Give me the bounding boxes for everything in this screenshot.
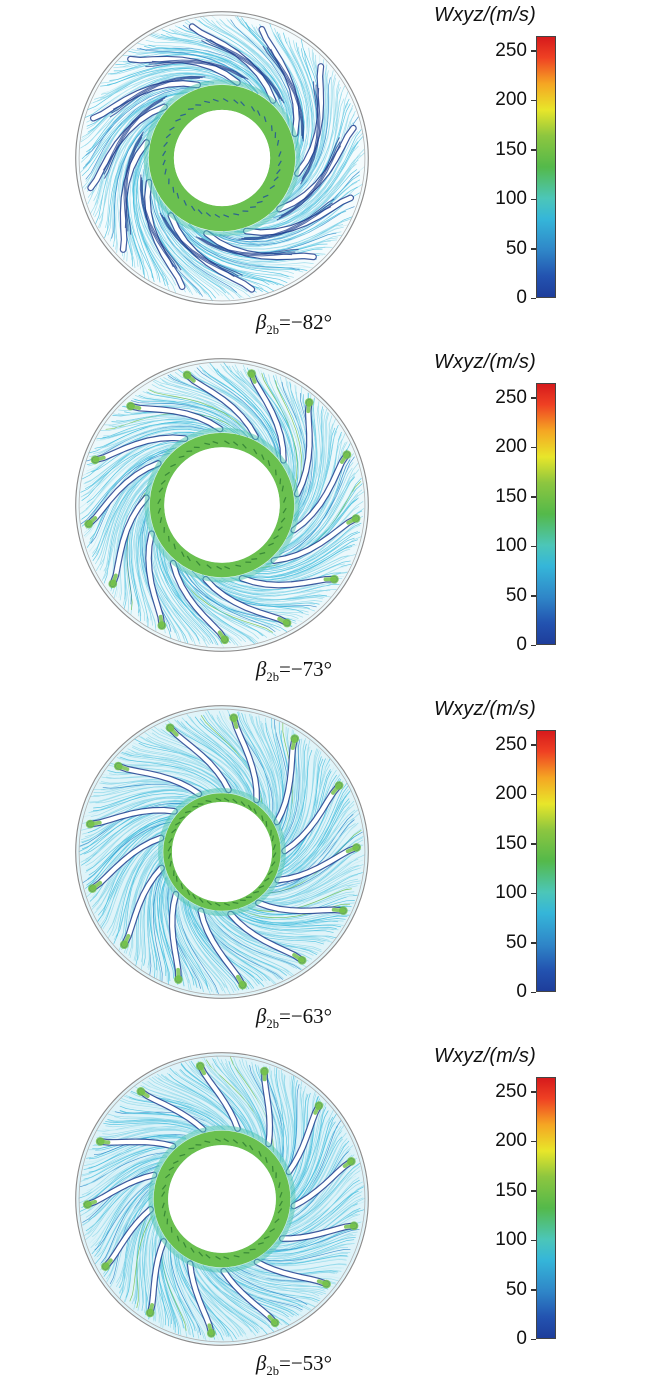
colorbar-tick-label: 50 [505,584,527,606]
colorbar-tick-mark [531,595,536,597]
colorbar-tick-mark [531,1338,536,1340]
plot-wrap [68,4,388,312]
caption-value: =−63° [278,1004,333,1028]
colorbar-title: Wxyz/(m/s) [434,351,536,373]
colorbar-tick-label: 100 [495,535,527,557]
colorbar-tick-label: 150 [495,1179,527,1201]
caption-symbol: β [255,310,267,334]
colorbar-tick-label: 150 [495,832,527,854]
plot-wrap [68,1045,388,1353]
plot-wrap [68,698,388,1006]
impeller-streamline-plot [75,705,369,999]
colorbar-tick-label: 100 [495,1229,527,1251]
colorbar-tick-mark [531,793,536,796]
colorbar-tick-label: 0 [516,1328,527,1349]
panel-beta-73: β2b=−73° Wxyz/(m/s) 250 200 150 100 50 0 [0,347,647,694]
impeller-streamline-plot [75,11,369,305]
panel-beta-53: β2b=−53° Wxyz/(m/s) 250 200 150 100 50 0 [0,1041,647,1388]
panel-beta-82: β2b=−82° Wxyz/(m/s) 250 200 150 100 50 0 [0,0,647,347]
caption-value: =−53° [278,1351,333,1375]
caption-subscript: 2b [266,323,279,338]
colorbar-gradient [536,36,556,298]
panel-beta-63: β2b=−63° Wxyz/(m/s) 250 200 150 100 50 0 [0,694,647,1041]
colorbar-tick-mark [531,644,536,646]
colorbar-tick-label: 250 [495,386,527,408]
colorbar-tick-mark [531,149,536,151]
colorbar: Wxyz/(m/s) 250 200 150 100 50 0 [432,696,642,1026]
colorbar-tick-label: 100 [495,882,527,904]
colorbar-tick-label: 200 [495,783,527,805]
colorbar-tick-mark [531,1091,536,1093]
caption-subscript: 2b [266,1017,279,1032]
colorbar-tick-label: 0 [516,287,527,308]
caption-symbol: β [255,1004,267,1028]
colorbar-tick-mark [531,446,536,449]
caption-value: =−73° [278,657,333,681]
colorbar-gradient [536,1077,556,1339]
caption-symbol: β [255,1351,267,1375]
colorbar-tick-mark [531,942,536,944]
colorbar-title: Wxyz/(m/s) [434,4,536,26]
panel-caption: β2b=−63° [134,1004,454,1032]
colorbar-tick-label: 200 [495,1130,527,1152]
colorbar: Wxyz/(m/s) 250 200 150 100 50 0 [432,349,642,679]
colorbar-gradient [536,730,556,992]
colorbar-tick-mark [531,496,536,498]
colorbar-tick-label: 0 [516,981,527,1002]
colorbar-tick-label: 0 [516,634,527,655]
colorbar-title: Wxyz/(m/s) [434,1045,536,1067]
colorbar-tick-mark [531,545,536,548]
colorbar-tick-mark [531,50,536,52]
caption-symbol: β [255,657,267,681]
colorbar-tick-mark [531,1140,536,1143]
colorbar-tick-mark [531,991,536,993]
plot-wrap [68,351,388,659]
panel-caption: β2b=−73° [134,657,454,685]
colorbar-tick-mark [531,744,536,746]
colorbar-tick-label: 150 [495,485,527,507]
colorbar-tick-mark [531,1239,536,1242]
colorbar-tick-mark [531,843,536,845]
colorbar-gradient [536,383,556,645]
colorbar: Wxyz/(m/s) 250 200 150 100 50 0 [432,1043,642,1373]
colorbar-tick-mark [531,99,536,102]
caption-subscript: 2b [266,670,279,685]
colorbar-tick-label: 250 [495,733,527,755]
impeller-streamline-plot [75,358,369,652]
colorbar-tick-label: 50 [505,237,527,259]
colorbar-tick-label: 50 [505,931,527,953]
caption-value: =−82° [278,310,333,334]
colorbar-tick-label: 50 [505,1278,527,1300]
colorbar-tick-mark [531,1190,536,1192]
colorbar-tick-mark [531,397,536,399]
colorbar-tick-mark [531,1289,536,1291]
colorbar-tick-label: 250 [495,39,527,61]
colorbar-tick-label: 150 [495,138,527,160]
colorbar-tick-label: 250 [495,1080,527,1102]
colorbar-tick-label: 100 [495,188,527,210]
colorbar-tick-mark [531,248,536,250]
colorbar-tick-mark [531,892,536,895]
impeller-streamline-plot [75,1052,369,1346]
colorbar-tick-mark [531,297,536,299]
colorbar-tick-label: 200 [495,436,527,458]
caption-subscript: 2b [266,1364,279,1379]
panel-caption: β2b=−53° [134,1351,454,1379]
colorbar-title: Wxyz/(m/s) [434,698,536,720]
colorbar-tick-label: 200 [495,89,527,111]
colorbar-tick-mark [531,198,536,201]
colorbar: Wxyz/(m/s) 250 200 150 100 50 0 [432,2,642,332]
panel-caption: β2b=−82° [134,310,454,338]
